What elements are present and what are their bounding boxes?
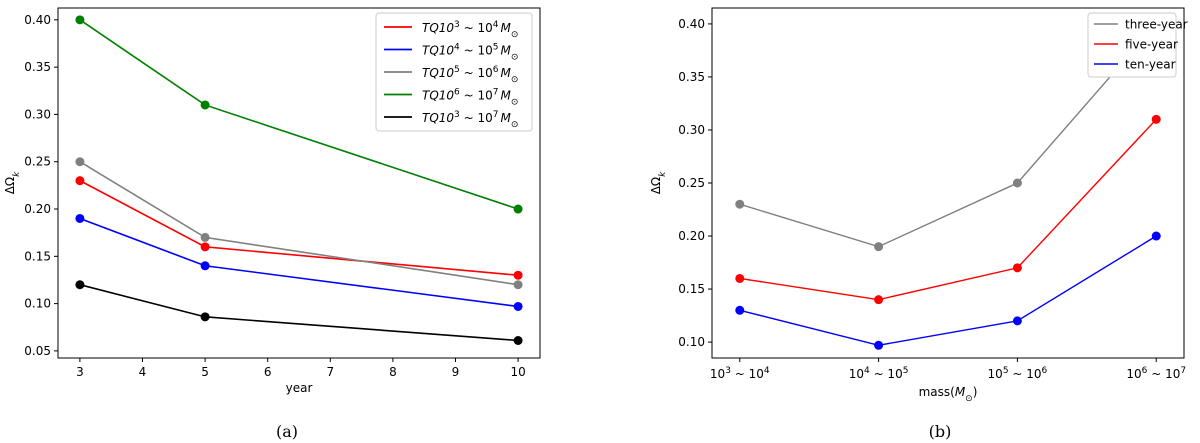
- legend-b: [1087, 12, 1177, 78]
- data-point-a: [75, 15, 85, 25]
- data-point-b: [874, 295, 884, 305]
- caption-a: (a): [276, 422, 298, 441]
- y-tick-label-a: 0.35: [24, 60, 51, 74]
- x-tick-label-b: 104 ~ 105: [849, 366, 909, 381]
- y-tick-label-b: 0.15: [678, 282, 705, 296]
- series-line-b-2: [739, 235, 1157, 346]
- data-point-b: [1012, 316, 1022, 326]
- series-line-a-1: [79, 217, 519, 308]
- data-point-b: [735, 305, 745, 315]
- data-point-a: [200, 232, 210, 242]
- y-tick-label-a: 0.05: [24, 344, 51, 358]
- x-tick-label-a: 4: [139, 365, 147, 379]
- plot-frame-a: [57, 7, 541, 359]
- legend-a: [375, 12, 533, 132]
- series-line-a-0: [79, 179, 519, 277]
- x-tick-label-a: 10: [510, 365, 525, 379]
- data-point-b: [1012, 178, 1022, 188]
- x-tick-label-a: 9: [452, 365, 460, 379]
- data-point-b: [735, 273, 745, 283]
- y-tick-label-b: 0.40: [678, 17, 705, 31]
- legend-entry-a-4: TQ103 ~ 107 M⊙: [422, 110, 518, 130]
- chart-b: 0.10 0.15 0.20 0.25 0.30 0.35 0.40 103 ~ 104 104…: [649, 7, 1188, 441]
- y-tick-label-b: 0.30: [678, 123, 705, 137]
- legend-entry-b-2: ten-year: [1125, 58, 1176, 72]
- y-axis-label-b: ΔΩk: [649, 171, 668, 194]
- y-axis-label-a: ΔΩk: [3, 171, 22, 194]
- y-tick-label-b: 0.35: [678, 70, 705, 84]
- legend-entry-b-1: five-year: [1125, 38, 1178, 52]
- series-line-b-1: [739, 118, 1157, 301]
- y-tick-label-b: 0.10: [678, 335, 705, 349]
- x-tick-label-a: 3: [76, 365, 84, 379]
- x-tick-label-a: 7: [326, 365, 334, 379]
- x-axis-label-b: mass(M⊙): [919, 385, 978, 404]
- y-tick-label-a: 0.15: [24, 249, 51, 263]
- x-tick-label-a: 5: [201, 365, 209, 379]
- series-line-a-2: [79, 161, 519, 286]
- data-point-a: [200, 100, 210, 110]
- data-point-a: [75, 213, 85, 223]
- y-tick-label-a: 0.40: [24, 13, 51, 27]
- y-tick-label-b: 0.20: [678, 229, 705, 243]
- data-point-a: [513, 280, 523, 290]
- legend-entry-a-0: TQ103 ~ 104 M⊙: [422, 20, 518, 40]
- data-point-a: [513, 301, 523, 311]
- data-point-b: [735, 199, 745, 209]
- chart-a: 0.05 0.10 0.15 0.20 0.25 0.30 0.35 0.40 3 4 5 6 7 8 9 1…: [3, 7, 541, 441]
- data-point-a: [75, 157, 85, 167]
- data-point-b: [874, 242, 884, 252]
- y-tick-label-a: 0.20: [24, 202, 51, 216]
- data-point-b: [1012, 263, 1022, 273]
- data-point-a: [75, 280, 85, 290]
- legend-entry-a-2: TQ105 ~ 106 M⊙: [422, 65, 518, 85]
- x-tick-label-b: 103 ~ 104: [710, 366, 770, 381]
- data-point-b: [874, 340, 884, 350]
- data-point-a: [200, 261, 210, 271]
- data-point-a: [200, 242, 210, 252]
- series-line-a-4: [79, 283, 519, 342]
- plot-area-b: [735, 19, 1161, 350]
- data-point-a: [513, 336, 523, 345]
- x-tick-label-a: 6: [264, 365, 272, 379]
- x-tick-label-b: 105 ~ 106: [988, 366, 1048, 381]
- x-tick-label-a: 8: [389, 365, 397, 379]
- data-point-a: [513, 270, 523, 280]
- y-tick-label-a: 0.30: [24, 107, 51, 121]
- x-tick-label-b: 106 ~ 107: [1126, 366, 1186, 381]
- y-tick-label-a: 0.25: [24, 155, 51, 169]
- data-point-a: [75, 176, 85, 186]
- caption-b: (b): [929, 422, 952, 441]
- data-point-b: [1151, 114, 1161, 124]
- data-point-b: [1151, 231, 1161, 241]
- y-tick-label-b: 0.25: [678, 176, 705, 190]
- y-tick-label-a: 0.10: [24, 297, 51, 311]
- legend-entry-a-1: TQ104 ~ 105 M⊙: [422, 43, 518, 63]
- series-line-b-0: [739, 23, 1157, 248]
- data-point-a: [513, 204, 523, 214]
- legend-entry-a-3: TQ106 ~ 107 M⊙: [422, 88, 518, 108]
- x-axis-label-a: year: [286, 381, 313, 395]
- data-point-a: [200, 312, 210, 322]
- legend-entry-b-0: three-year: [1125, 18, 1188, 32]
